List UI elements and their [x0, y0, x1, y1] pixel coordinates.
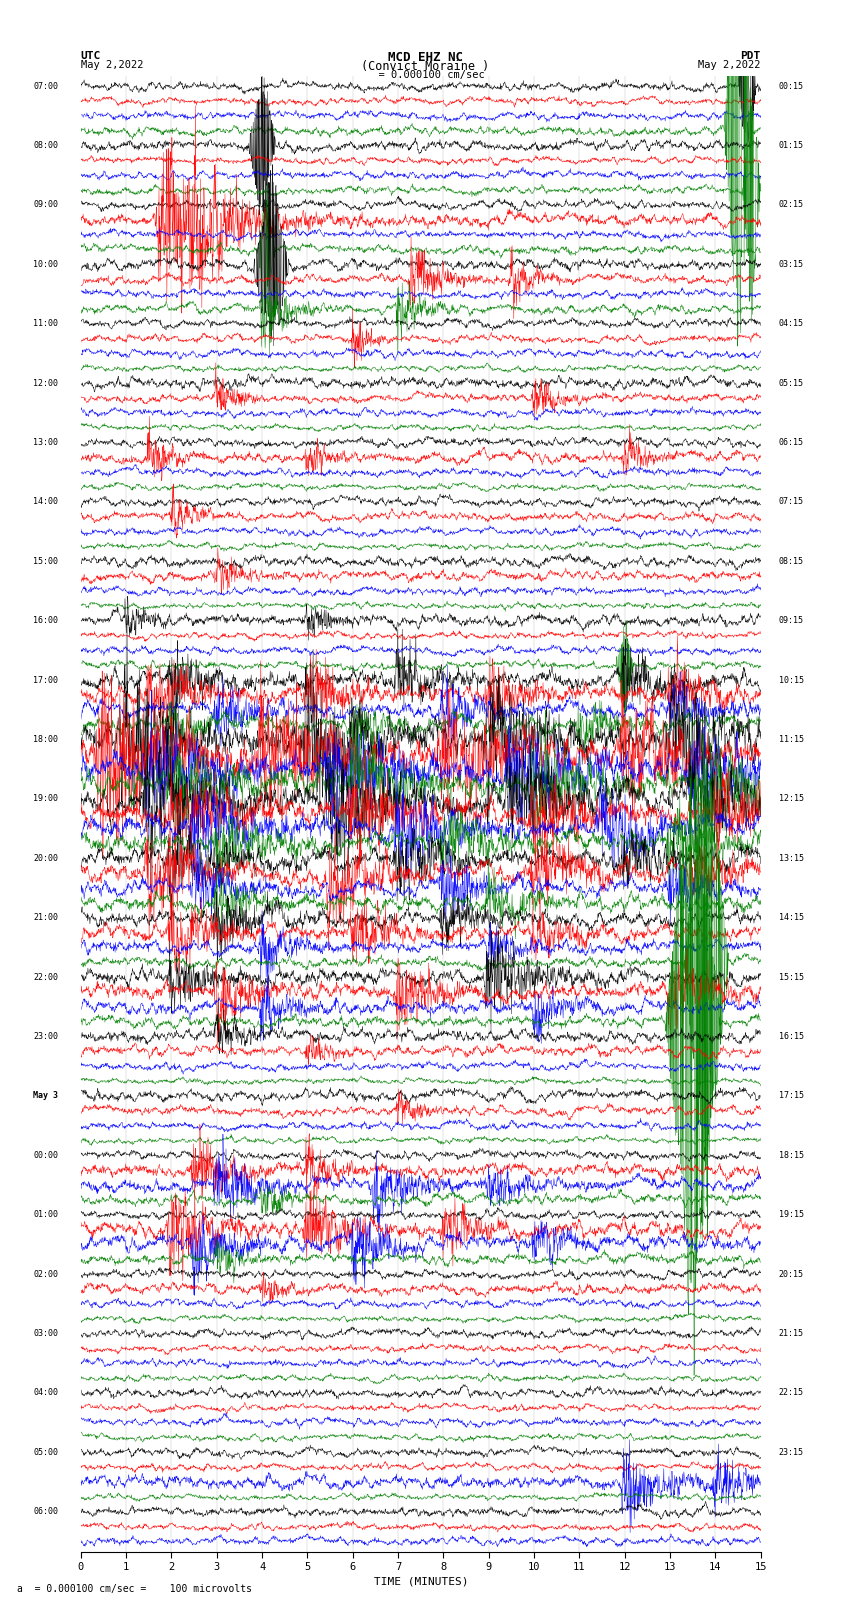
- Text: 21:15: 21:15: [779, 1329, 804, 1337]
- Text: 17:00: 17:00: [33, 676, 58, 684]
- Text: 14:00: 14:00: [33, 497, 58, 506]
- Text: 04:15: 04:15: [779, 319, 804, 329]
- Text: 07:00: 07:00: [33, 82, 58, 90]
- Text: 13:00: 13:00: [33, 439, 58, 447]
- Text: 10:00: 10:00: [33, 260, 58, 269]
- Text: = 0.000100 cm/sec: = 0.000100 cm/sec: [366, 69, 484, 79]
- Text: 18:00: 18:00: [33, 736, 58, 744]
- Text: a  = 0.000100 cm/sec =    100 microvolts: a = 0.000100 cm/sec = 100 microvolts: [17, 1584, 252, 1594]
- Text: 08:15: 08:15: [779, 556, 804, 566]
- Text: 01:00: 01:00: [33, 1210, 58, 1219]
- Text: MCD EHZ NC: MCD EHZ NC: [388, 50, 462, 65]
- Text: 17:15: 17:15: [779, 1092, 804, 1100]
- Text: 06:15: 06:15: [779, 439, 804, 447]
- Text: 04:00: 04:00: [33, 1389, 58, 1397]
- Text: 10:15: 10:15: [779, 676, 804, 684]
- Text: 11:15: 11:15: [779, 736, 804, 744]
- Text: 22:00: 22:00: [33, 973, 58, 982]
- Text: May 2,2022: May 2,2022: [698, 60, 761, 71]
- Text: 14:15: 14:15: [779, 913, 804, 923]
- Text: 12:00: 12:00: [33, 379, 58, 387]
- Text: 00:15: 00:15: [779, 82, 804, 90]
- Text: 15:00: 15:00: [33, 556, 58, 566]
- Text: 03:00: 03:00: [33, 1329, 58, 1337]
- Text: 02:00: 02:00: [33, 1269, 58, 1279]
- Text: 23:15: 23:15: [779, 1448, 804, 1457]
- Text: 18:15: 18:15: [779, 1150, 804, 1160]
- Text: 22:15: 22:15: [779, 1389, 804, 1397]
- Text: 21:00: 21:00: [33, 913, 58, 923]
- Text: 12:15: 12:15: [779, 795, 804, 803]
- Text: 20:15: 20:15: [779, 1269, 804, 1279]
- Text: 13:15: 13:15: [779, 853, 804, 863]
- Text: (Convict Moraine ): (Convict Moraine ): [361, 60, 489, 74]
- Text: 06:00: 06:00: [33, 1507, 58, 1516]
- Text: 09:00: 09:00: [33, 200, 58, 210]
- Text: 05:00: 05:00: [33, 1448, 58, 1457]
- Text: 20:00: 20:00: [33, 853, 58, 863]
- Text: 16:15: 16:15: [779, 1032, 804, 1040]
- Text: 16:00: 16:00: [33, 616, 58, 626]
- Text: 11:00: 11:00: [33, 319, 58, 329]
- Text: 19:00: 19:00: [33, 795, 58, 803]
- Text: 09:15: 09:15: [779, 616, 804, 626]
- Text: 07:15: 07:15: [779, 497, 804, 506]
- Text: 03:15: 03:15: [779, 260, 804, 269]
- Text: May 3: May 3: [33, 1092, 58, 1100]
- Text: 02:15: 02:15: [779, 200, 804, 210]
- Text: 05:15: 05:15: [779, 379, 804, 387]
- Text: May 2,2022: May 2,2022: [81, 60, 144, 71]
- Text: UTC: UTC: [81, 50, 101, 61]
- Text: 00:00: 00:00: [33, 1150, 58, 1160]
- Text: 15:15: 15:15: [779, 973, 804, 982]
- Text: 19:15: 19:15: [779, 1210, 804, 1219]
- X-axis label: TIME (MINUTES): TIME (MINUTES): [373, 1576, 468, 1586]
- Text: 08:00: 08:00: [33, 140, 58, 150]
- Text: PDT: PDT: [740, 50, 761, 61]
- Text: 01:15: 01:15: [779, 140, 804, 150]
- Text: 23:00: 23:00: [33, 1032, 58, 1040]
